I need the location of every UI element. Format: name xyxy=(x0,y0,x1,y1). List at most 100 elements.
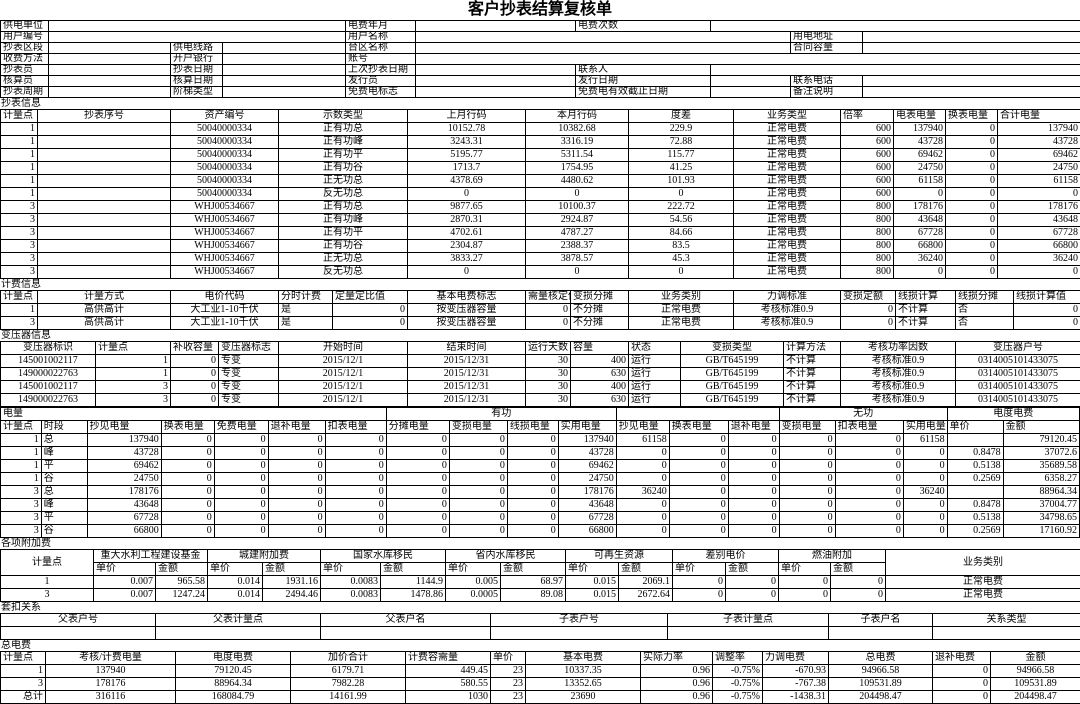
cell[interactable]: 0 xyxy=(779,512,835,525)
cell[interactable]: 600 xyxy=(841,175,894,188)
cell[interactable]: 0 xyxy=(161,486,214,499)
cell[interactable]: 69462 xyxy=(87,460,161,473)
cell[interactable]: 0 xyxy=(616,473,669,486)
cell[interactable]: 正有功总 xyxy=(279,123,408,136)
cell[interactable]: 考核标准0.9 xyxy=(841,394,956,407)
cell[interactable]: 43648 xyxy=(998,214,1080,227)
cell[interactable]: 0 xyxy=(526,304,571,317)
cell[interactable]: 否 xyxy=(956,304,1014,317)
cell[interactable]: 0 xyxy=(946,136,998,149)
cell[interactable]: 0 xyxy=(779,460,835,473)
cell[interactable]: 高供高计 xyxy=(38,304,171,317)
cell[interactable]: 204498.47 xyxy=(829,691,933,704)
cell[interactable]: 0 xyxy=(946,214,998,227)
cell[interactable]: 6358.27 xyxy=(1003,473,1079,486)
cell[interactable]: 3316.19 xyxy=(526,136,629,149)
cell[interactable]: 24750 xyxy=(998,162,1080,175)
cell[interactable] xyxy=(38,266,171,279)
cell[interactable]: 0 xyxy=(835,447,903,460)
cell[interactable]: WHJ00534667 xyxy=(171,227,279,240)
cell[interactable]: 0 xyxy=(933,678,991,691)
cell[interactable]: 0 xyxy=(779,499,835,512)
supply-line-input[interactable] xyxy=(223,43,346,54)
cell[interactable]: 0.96 xyxy=(641,691,713,704)
cell[interactable]: 0 xyxy=(946,149,998,162)
cell[interactable]: 是 xyxy=(279,304,333,317)
cell[interactable]: 不分摊 xyxy=(571,317,629,330)
cell[interactable]: 0 xyxy=(449,434,507,447)
cell[interactable]: 正常电费 xyxy=(734,175,841,188)
cell[interactable]: 0 xyxy=(161,499,214,512)
cell[interactable]: 0 xyxy=(779,576,831,589)
cell[interactable]: 0 xyxy=(728,447,779,460)
cell[interactable]: 0 xyxy=(673,576,726,589)
cell[interactable]: 2015/12/1 xyxy=(279,394,408,407)
cell[interactable]: 1247.24 xyxy=(156,589,208,602)
read-date-input[interactable] xyxy=(223,65,346,76)
cell[interactable]: 0 xyxy=(214,499,268,512)
user-no-input[interactable] xyxy=(49,32,346,43)
cell[interactable]: 0 xyxy=(669,512,728,525)
cell[interactable]: 0 xyxy=(903,525,947,538)
cell[interactable]: 600 xyxy=(841,188,894,201)
cell[interactable]: 0 xyxy=(946,123,998,136)
cell[interactable]: 2015/12/31 xyxy=(408,355,526,368)
cell[interactable]: 0 xyxy=(616,447,669,460)
cell[interactable]: 137940 xyxy=(87,434,161,447)
cell[interactable]: 24750 xyxy=(558,473,616,486)
cell[interactable]: 总 xyxy=(41,434,87,447)
remark-input[interactable] xyxy=(863,87,1080,98)
cell[interactable]: 3 xyxy=(96,394,171,407)
cell[interactable]: 83.5 xyxy=(629,240,734,253)
cell[interactable]: 0 xyxy=(333,304,408,317)
charge-method-input[interactable] xyxy=(49,54,171,65)
cell[interactable]: 运行 xyxy=(629,394,681,407)
cell[interactable]: 1713.7 xyxy=(408,162,526,175)
cell[interactable]: 1 xyxy=(1,304,38,317)
cell[interactable]: 3 xyxy=(1,589,94,602)
cell[interactable] xyxy=(38,123,171,136)
cell[interactable]: 0.2569 xyxy=(947,473,1003,486)
cell[interactable]: 专变 xyxy=(219,355,279,368)
cell[interactable]: 0 xyxy=(507,473,558,486)
cell[interactable]: 600 xyxy=(841,136,894,149)
cell[interactable]: -670.93 xyxy=(763,665,829,678)
cell[interactable]: 正无功总 xyxy=(279,175,408,188)
cell[interactable]: 800 xyxy=(841,201,894,214)
cell[interactable]: 43648 xyxy=(894,214,946,227)
cell[interactable]: WHJ00534667 xyxy=(171,266,279,279)
issue-date-input[interactable] xyxy=(711,76,791,87)
cell[interactable]: 2015/12/1 xyxy=(279,355,408,368)
cell[interactable]: 0 xyxy=(946,162,998,175)
cell[interactable]: 10337.35 xyxy=(526,665,641,678)
cell[interactable]: 43728 xyxy=(894,136,946,149)
cell[interactable]: 400 xyxy=(571,381,629,394)
cell[interactable]: 不计算 xyxy=(896,317,956,330)
cell[interactable]: 0 xyxy=(268,434,325,447)
cell[interactable]: 4787.27 xyxy=(526,227,629,240)
cell[interactable] xyxy=(321,627,491,640)
cell[interactable]: 正常电费 xyxy=(734,188,841,201)
cell[interactable]: 137940 xyxy=(894,123,946,136)
cell[interactable]: 0 xyxy=(835,512,903,525)
cell[interactable]: 0 xyxy=(526,266,629,279)
cell[interactable]: 2494.46 xyxy=(263,589,321,602)
cell[interactable]: 0 xyxy=(728,499,779,512)
cell[interactable]: 3 xyxy=(1,240,38,253)
cell[interactable]: 45.3 xyxy=(629,253,734,266)
cell[interactable]: 0314005101433075 xyxy=(956,355,1080,368)
cell[interactable]: 0 xyxy=(779,589,831,602)
cell[interactable]: 89.08 xyxy=(501,589,566,602)
cell[interactable]: 0 xyxy=(726,589,779,602)
cell[interactable]: 36240 xyxy=(616,486,669,499)
cell[interactable]: 630 xyxy=(571,394,629,407)
cell[interactable]: 3 xyxy=(96,381,171,394)
cell[interactable]: 0 xyxy=(835,473,903,486)
cell[interactable]: 0 xyxy=(669,460,728,473)
cell[interactable]: 0 xyxy=(669,473,728,486)
cell[interactable]: 0 xyxy=(933,665,991,678)
cell[interactable]: WHJ00534667 xyxy=(171,240,279,253)
cell[interactable]: 正有功谷 xyxy=(279,162,408,175)
cell[interactable]: 按变压器容量 xyxy=(408,317,526,330)
cell[interactable]: 13352.65 xyxy=(526,678,641,691)
